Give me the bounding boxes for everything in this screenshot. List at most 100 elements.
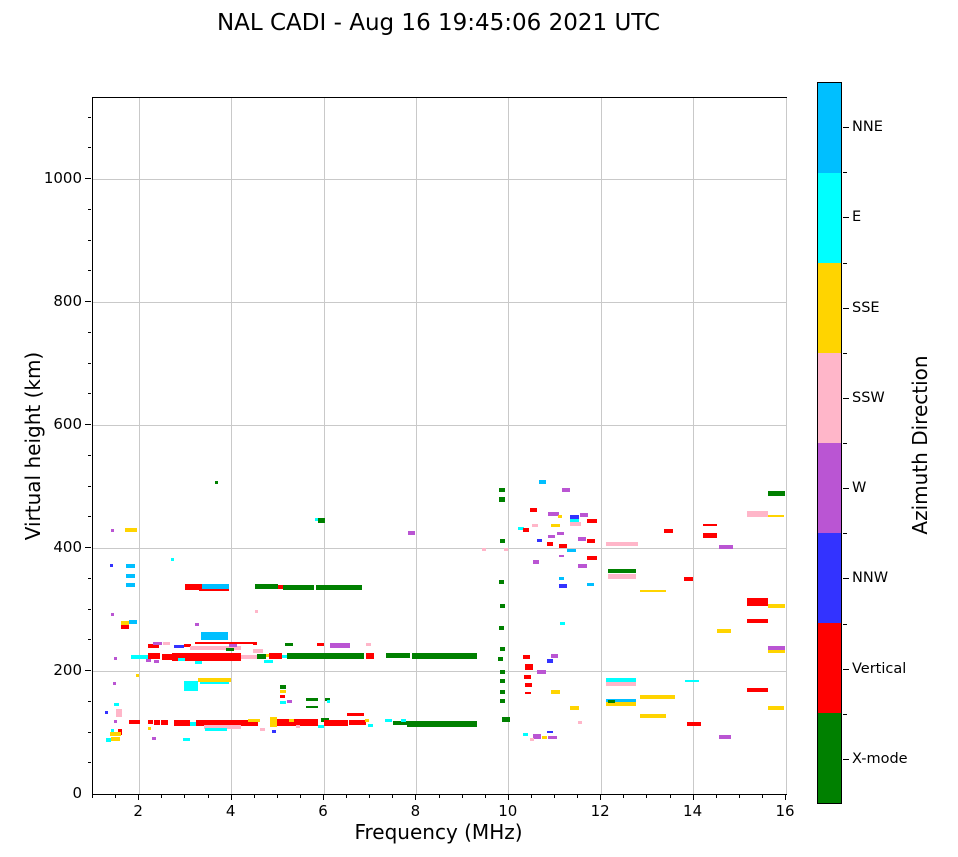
data-point — [524, 682, 532, 687]
data-point — [214, 480, 219, 484]
colorbar-category-label: Vertical — [852, 660, 907, 677]
colorbar-segment-nne — [818, 83, 841, 173]
data-point — [203, 724, 241, 729]
data-point — [587, 556, 597, 561]
x-minor-tick — [761, 794, 763, 798]
colorbar-segment-e — [818, 173, 841, 263]
data-point — [587, 583, 595, 587]
y-gridline — [93, 301, 786, 303]
x-major-tick — [415, 794, 417, 800]
data-point — [120, 621, 130, 626]
colorbar-tick — [843, 578, 849, 580]
x-gridline — [323, 98, 325, 794]
data-point — [317, 517, 326, 523]
data-point — [153, 642, 163, 646]
data-point — [183, 737, 190, 741]
x-minor-tick — [92, 794, 93, 798]
data-point — [287, 699, 292, 703]
data-point — [111, 529, 115, 533]
data-point — [315, 584, 334, 590]
y-major-tick — [85, 670, 91, 671]
data-point — [500, 689, 506, 694]
data-point — [558, 576, 565, 580]
data-point — [498, 625, 505, 630]
data-point — [767, 515, 784, 518]
data-point — [201, 584, 230, 591]
data-point — [499, 678, 506, 683]
data-point — [226, 647, 234, 651]
x-minor-tick — [646, 794, 648, 798]
data-point — [559, 621, 566, 625]
data-point — [557, 514, 563, 518]
data-point — [558, 584, 567, 589]
colorbar-category-label: E — [852, 209, 862, 226]
data-point — [316, 643, 324, 647]
colorbar-boundary-tick — [843, 262, 847, 264]
data-point — [194, 641, 255, 644]
x-minor-tick — [346, 794, 348, 798]
x-tick-label: 12 — [590, 802, 610, 820]
colorbar-category-label: SSW — [852, 389, 885, 406]
data-point — [263, 659, 274, 663]
data-point — [305, 705, 319, 708]
data-point — [401, 718, 407, 722]
y-gridline — [93, 547, 786, 549]
colorbar — [817, 82, 842, 804]
y-tick-label: 1000 — [43, 169, 82, 187]
data-point — [746, 688, 768, 693]
y-gridline — [93, 670, 786, 672]
y-gridline — [93, 424, 786, 426]
data-point — [174, 644, 184, 648]
data-point — [280, 700, 287, 704]
y-major-tick — [85, 547, 91, 548]
data-point — [114, 656, 118, 660]
data-point — [118, 728, 123, 735]
x-major-tick — [785, 794, 786, 800]
x-minor-tick — [207, 794, 209, 798]
data-point — [287, 653, 315, 660]
colorbar-tick — [843, 217, 849, 219]
data-point — [253, 641, 257, 645]
y-minor-tick — [87, 700, 91, 702]
data-point — [364, 718, 370, 722]
data-point — [531, 523, 539, 527]
data-point — [557, 532, 565, 536]
x-tick-label: 14 — [683, 802, 703, 820]
data-point — [367, 723, 373, 727]
data-point — [178, 657, 186, 661]
data-point — [411, 653, 478, 660]
data-point — [525, 692, 531, 695]
data-point — [154, 719, 160, 725]
data-point — [254, 584, 278, 590]
data-point — [135, 673, 139, 677]
colorbar-tick — [843, 397, 849, 399]
x-tick-label: 2 — [133, 802, 143, 820]
data-point — [498, 496, 506, 502]
colorbar-category-label: NNE — [852, 119, 883, 136]
data-point — [272, 729, 276, 733]
x-minor-tick — [738, 794, 740, 798]
x-gridline — [415, 98, 417, 794]
data-point — [408, 530, 415, 535]
data-point — [173, 719, 190, 726]
x-minor-tick — [554, 794, 555, 798]
data-point — [129, 720, 141, 725]
colorbar-category-label: X-mode — [852, 750, 908, 767]
y-gridline — [93, 178, 786, 180]
data-point — [160, 720, 168, 726]
data-point — [546, 541, 554, 546]
data-point — [199, 589, 230, 592]
x-minor-tick — [115, 794, 117, 798]
data-point — [608, 573, 636, 579]
data-point — [111, 612, 115, 616]
data-point — [529, 738, 535, 742]
data-point — [767, 490, 786, 496]
y-major-tick — [85, 424, 91, 425]
data-point — [109, 732, 121, 737]
data-point — [498, 488, 506, 493]
plot-area — [92, 97, 787, 795]
data-point — [277, 584, 284, 589]
data-point — [326, 700, 331, 704]
colorbar-boundary-tick — [843, 533, 847, 535]
